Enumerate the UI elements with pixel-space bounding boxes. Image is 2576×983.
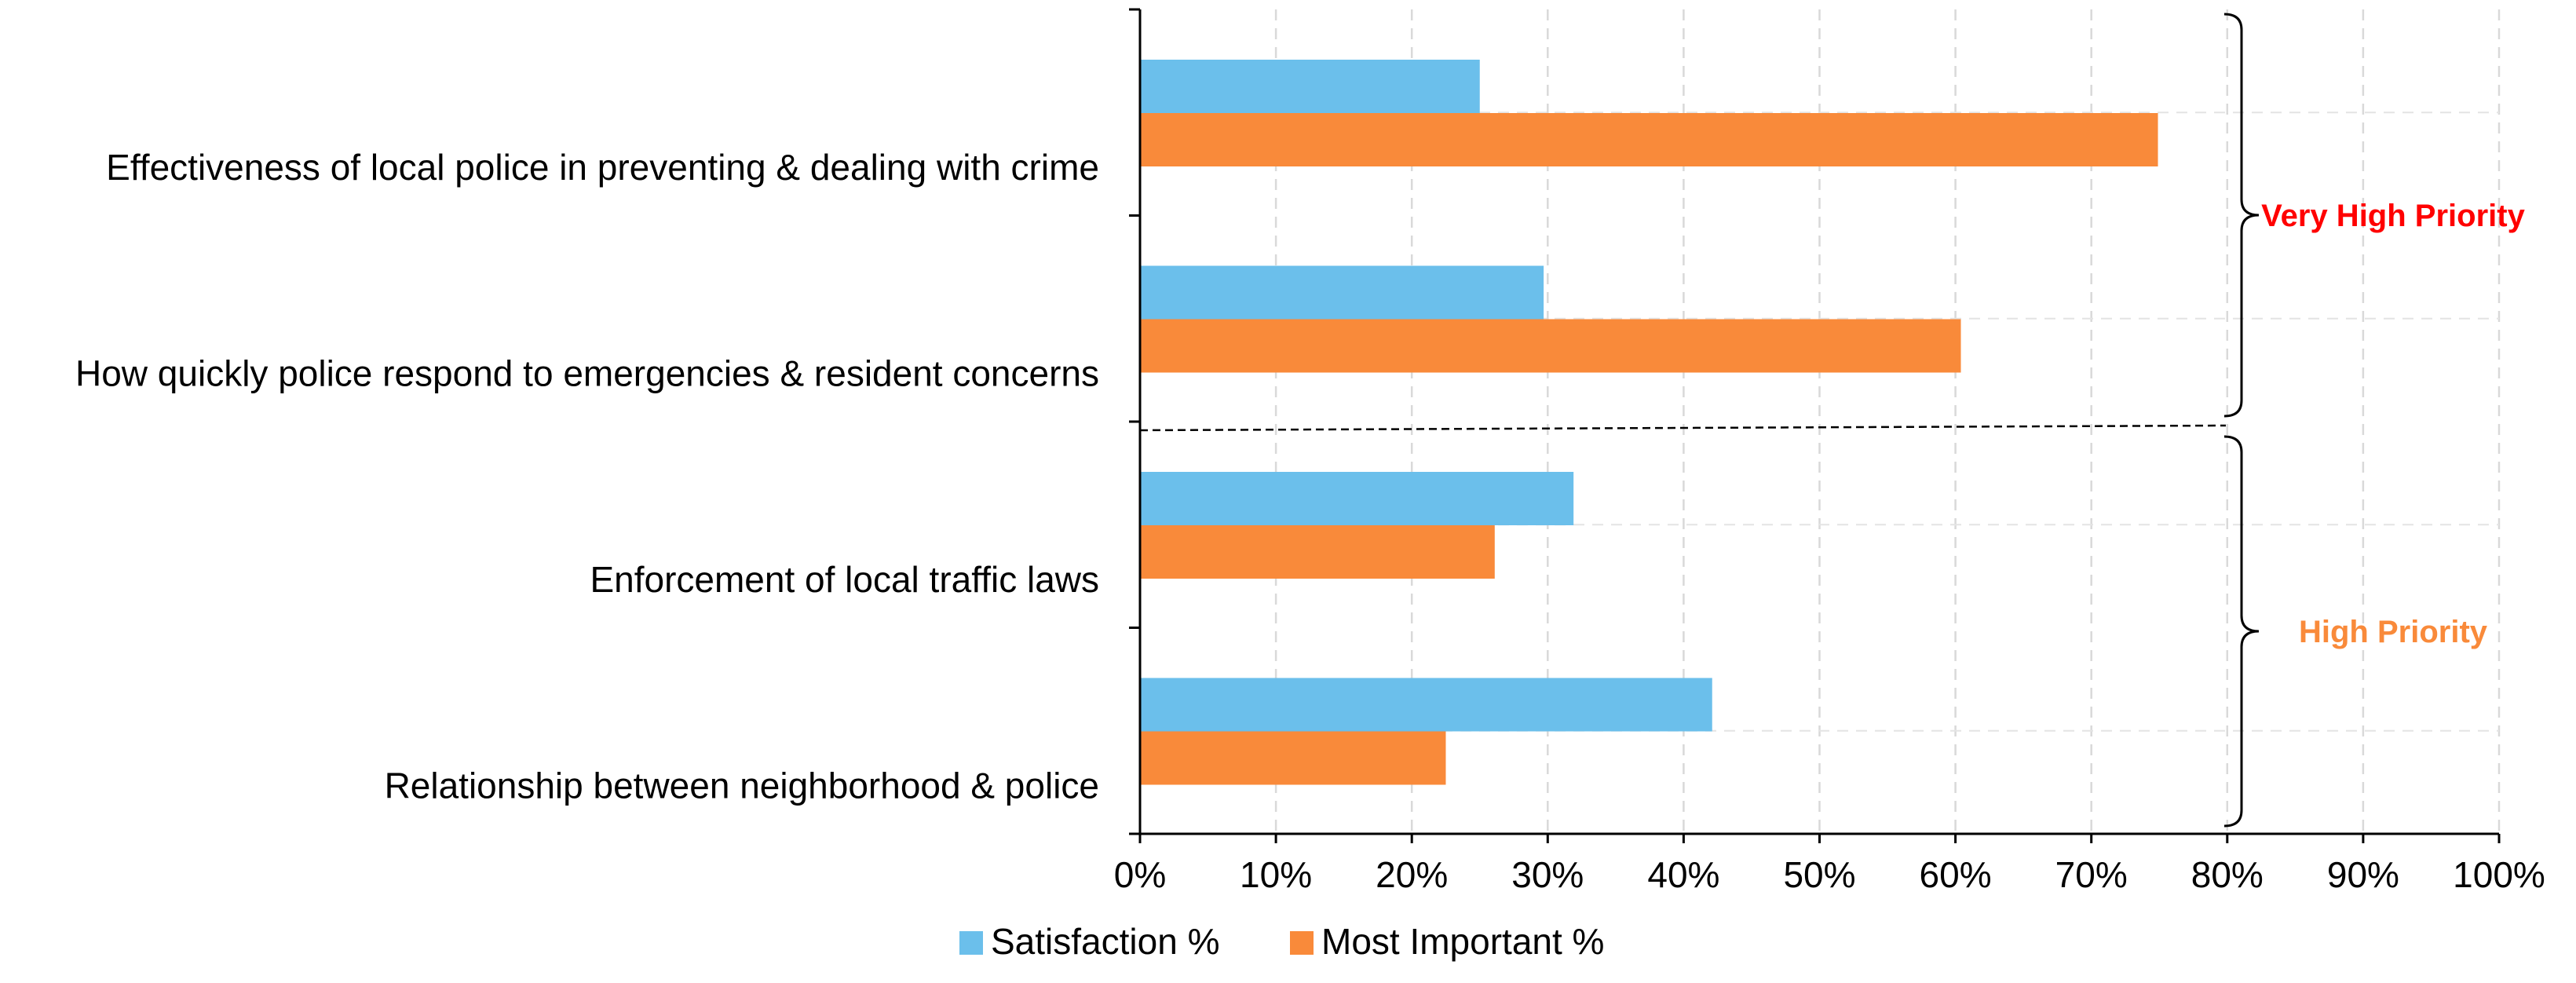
legend-label: Satisfaction % [991, 921, 1219, 962]
bar-satisfaction [1140, 265, 1544, 320]
category-label: How quickly police respond to emergencie… [75, 353, 1099, 393]
legend-swatch [959, 931, 983, 955]
bar-satisfaction [1140, 472, 1574, 525]
legend-label: Most Important % [1321, 921, 1604, 962]
x-tick-label: 10% [1240, 854, 1312, 895]
x-tick-label: 40% [1647, 854, 1719, 895]
x-tick-label: 20% [1376, 854, 1448, 895]
legend-swatch [1290, 931, 1314, 955]
x-tick-label: 30% [1511, 854, 1584, 895]
category-label: Relationship between neighborhood & poli… [385, 765, 1099, 806]
bar-most-important [1140, 731, 1446, 785]
priority-label: Very High Priority [2261, 199, 2525, 233]
x-tick-label: 50% [1783, 854, 1855, 895]
x-tick-label: 60% [1920, 854, 1992, 895]
bar-most-important [1140, 319, 1961, 373]
category-label: Effectiveness of local police in prevent… [106, 147, 1099, 188]
x-tick-label: 70% [2055, 854, 2128, 895]
bar-most-important [1140, 113, 2158, 166]
bar-satisfaction [1140, 60, 1480, 113]
x-tick-label: 80% [2191, 854, 2264, 895]
x-tick-label: 100% [2453, 854, 2545, 895]
category-label: Enforcement of local traffic laws [590, 559, 1099, 600]
priority-separator-line [1139, 424, 2227, 432]
bar-most-important [1140, 525, 1495, 579]
priority-label: High Priority [2299, 615, 2488, 649]
priority-brace [2223, 435, 2260, 828]
x-tick-label: 0% [1114, 854, 1166, 895]
bar-satisfaction [1140, 678, 1712, 732]
priority-brace [2223, 13, 2260, 418]
x-tick-label: 90% [2327, 854, 2399, 895]
